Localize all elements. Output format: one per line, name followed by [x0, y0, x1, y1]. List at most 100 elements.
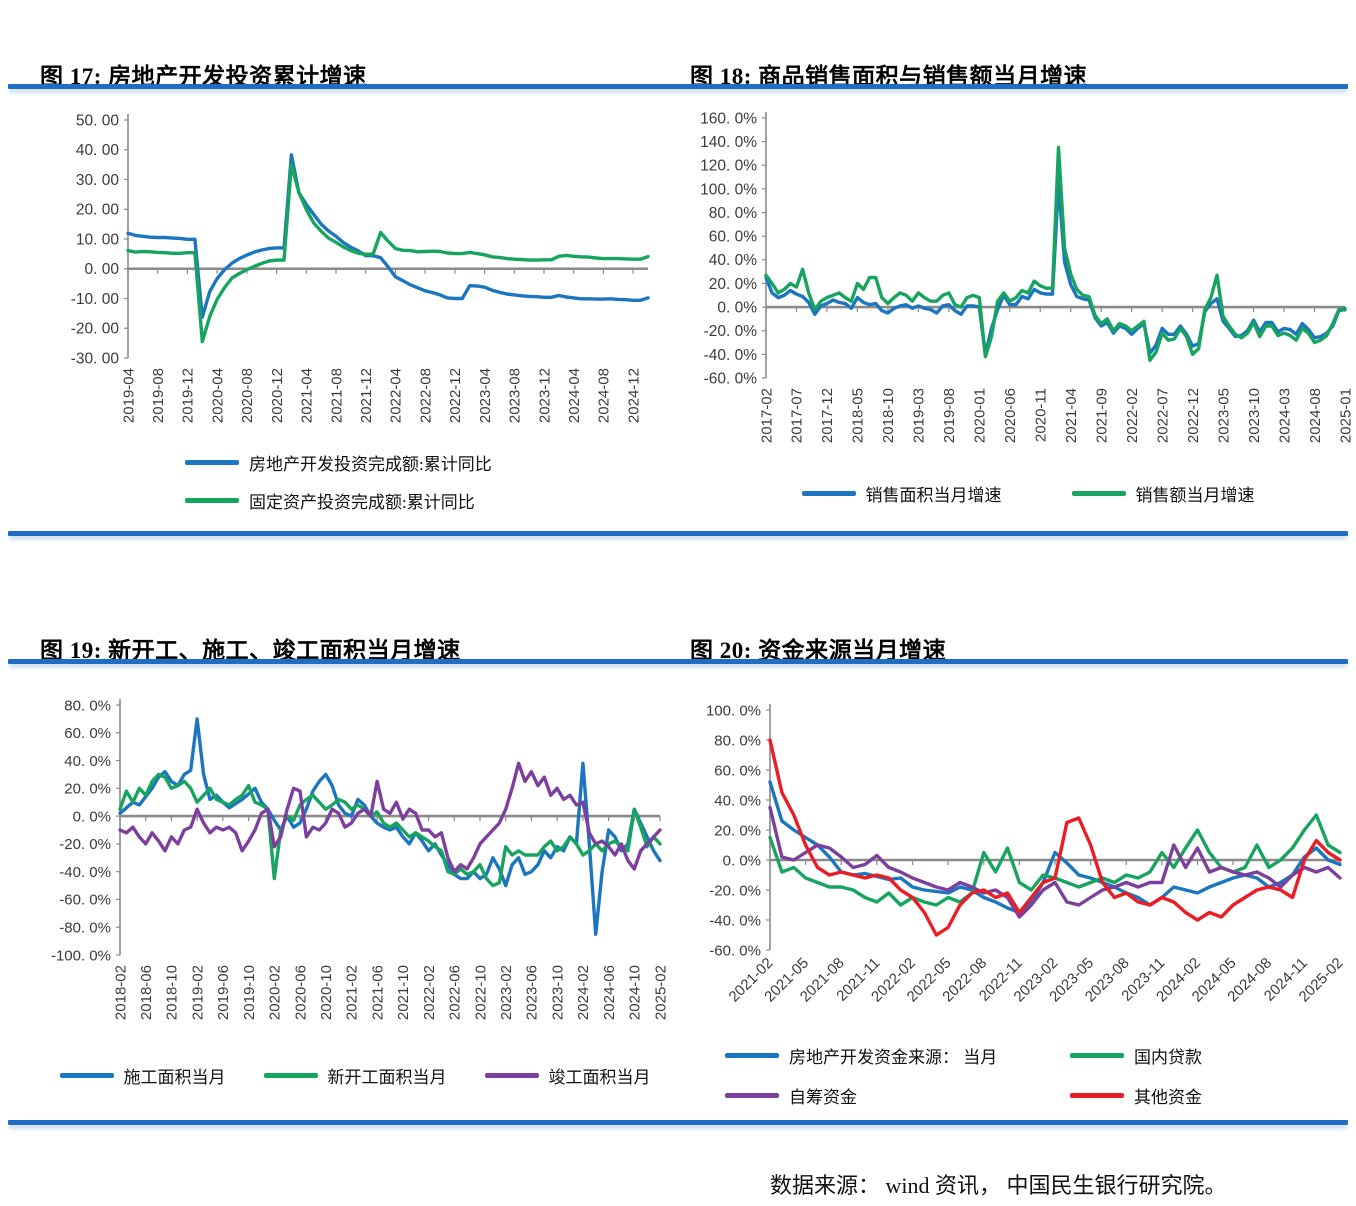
x-tick-label: 2019-10: [241, 965, 258, 1020]
x-tick-label: 2020-04: [209, 368, 226, 423]
y-tick-label: 140. 0%: [700, 134, 757, 151]
figure-20-legend: 房地产开发资金来源： 当月 国内贷款自筹资金 其他资金: [725, 1043, 1202, 1108]
legend-item: 房地产开发资金来源： 当月: [725, 1043, 1070, 1068]
y-tick-label: 80. 0%: [64, 697, 111, 714]
x-tick-label: 2019-08: [150, 368, 167, 423]
x-tick-label: 2025-01: [1337, 388, 1354, 443]
y-tick-label: 100. 0%: [700, 181, 757, 198]
legend-swatch: [1070, 1053, 1124, 1058]
y-tick-label: -40. 0%: [709, 912, 761, 929]
legend-swatch: [725, 1053, 779, 1058]
y-tick-label: 0. 00: [85, 261, 120, 278]
series-line: [126, 162, 650, 344]
x-tick-label: 2018-10: [880, 388, 897, 443]
x-tick-label: 2019-06: [215, 965, 232, 1020]
section-divider-bottom: [8, 1120, 1348, 1125]
y-tick-label: 10. 00: [76, 231, 119, 248]
x-tick-label: 2021-02: [344, 965, 361, 1020]
y-tick-label: 80. 0%: [714, 732, 761, 749]
x-tick-label: 2024-02: [575, 965, 592, 1020]
y-tick-label: 80. 0%: [709, 205, 757, 222]
y-tick-label: 20. 0%: [64, 781, 111, 798]
y-tick-label: 100. 0%: [706, 702, 761, 719]
x-tick-label: 2021-04: [1063, 388, 1080, 443]
series-line: [118, 761, 662, 874]
section-divider-middle-2: [8, 659, 1348, 664]
y-tick-label: 20. 00: [76, 202, 119, 219]
x-tick-label: 2023-10: [549, 965, 566, 1020]
figure-20-title: 图 20: 资金来源当月增速: [690, 638, 947, 664]
x-tick-label: 2018-10: [164, 965, 181, 1020]
x-tick-label: 2020-11: [1033, 388, 1050, 442]
legend-label: 国内贷款: [1134, 1048, 1202, 1067]
y-tick-label: -40. 0%: [59, 864, 111, 881]
x-tick-label: 2024-08: [1307, 388, 1324, 443]
x-tick-label: 2023-08: [507, 368, 524, 423]
x-tick-label: 2024-06: [601, 965, 618, 1020]
legend-swatch: [1071, 491, 1126, 496]
x-tick-label: 2022-06: [447, 965, 464, 1020]
x-tick-label: 2019-02: [189, 965, 206, 1020]
x-tick-label: 2020-01: [972, 388, 989, 443]
series-line: [764, 145, 1347, 363]
legend-label: 其他资金: [1134, 1088, 1202, 1107]
x-tick-label: 2022-12: [1185, 388, 1202, 443]
series-line: [126, 153, 650, 319]
legend-swatch: [801, 491, 856, 496]
x-tick-label: 2024-08: [596, 368, 613, 423]
series-line: [118, 772, 662, 888]
figure-20-chart: 100. 0% 80. 0% 60. 0% 40. 0% 20. 0% 0. 0% -20.…: [706, 702, 1347, 1005]
legend-item: 竣工面积当月: [484, 1063, 651, 1088]
x-tick-label: 2022-12: [447, 368, 464, 423]
x-tick-label: 2022-04: [388, 368, 405, 423]
y-tick-label: 0. 0%: [73, 808, 111, 825]
y-tick-label: 120. 0%: [700, 158, 757, 175]
legend-label: 房地产开发投资完成额:累计同比: [249, 455, 492, 474]
legend-item: 施工面积当月: [59, 1063, 226, 1088]
legend-item: 新开工面积当月: [263, 1063, 447, 1088]
y-tick-label: 40. 0%: [64, 753, 111, 770]
x-tick-label: 2019-04: [120, 368, 137, 423]
legend-label: 竣工面积当月: [548, 1068, 651, 1087]
series-line: [768, 805, 1342, 919]
x-tick-label: 2020-08: [239, 368, 256, 423]
legend-swatch: [185, 498, 239, 503]
y-tick-label: -30. 00: [71, 350, 120, 367]
y-tick-label: 20. 0%: [714, 822, 761, 839]
y-tick-label: 60. 0%: [714, 762, 761, 779]
legend-label: 新开工面积当月: [327, 1068, 447, 1087]
legend-swatch: [1070, 1093, 1124, 1098]
legend-swatch: [725, 1093, 779, 1098]
x-tick-label: 2022-02: [421, 965, 438, 1020]
x-tick-label: 2022-10: [472, 965, 489, 1020]
data-source-note: 数据来源： wind 资讯， 中国民生银行研究院。: [770, 1173, 1227, 1198]
y-tick-label: 0. 0%: [717, 300, 757, 317]
y-tick-label: -20. 0%: [704, 323, 758, 340]
legend-item: 销售额当月增速: [1071, 481, 1255, 506]
y-tick-label: 40. 0%: [709, 252, 757, 269]
y-tick-label: -100. 0%: [51, 947, 111, 964]
legend-item: 房地产开发投资完成额:累计同比: [185, 450, 492, 475]
x-tick-label: 2025-02: [652, 965, 669, 1020]
y-tick-label: 0. 0%: [723, 852, 761, 869]
x-tick-label: 2023-06: [524, 965, 541, 1020]
x-tick-label: 2020-02: [267, 965, 284, 1020]
x-tick-label: 2018-02: [112, 965, 129, 1020]
legend-swatch: [59, 1073, 114, 1078]
x-tick-label: 2020-06: [292, 965, 309, 1020]
legend-label: 自筹资金: [789, 1088, 857, 1107]
x-tick-label: 2017-12: [819, 388, 836, 443]
y-tick-label: 40. 0%: [714, 792, 761, 809]
x-tick-label: 2022-02: [1124, 388, 1141, 443]
legend-item: 自筹资金: [725, 1083, 1070, 1108]
figure-19-chart: 80. 0% 60. 0% 40. 0% 20. 0% 0. 0% -20. 0% -40.…: [51, 697, 669, 1020]
x-tick-label: 2021-10: [395, 965, 412, 1020]
y-tick-label: 40. 00: [76, 142, 119, 159]
y-tick-label: -20. 0%: [709, 882, 761, 899]
legend-label: 固定资产投资完成额:累计同比: [249, 493, 475, 512]
section-divider-middle-1: [8, 531, 1348, 536]
legend-label: 销售额当月增速: [1135, 486, 1255, 505]
y-tick-label: 30. 00: [76, 172, 119, 189]
x-tick-label: 2024-10: [627, 965, 644, 1020]
x-tick-label: 2020-10: [318, 965, 335, 1020]
